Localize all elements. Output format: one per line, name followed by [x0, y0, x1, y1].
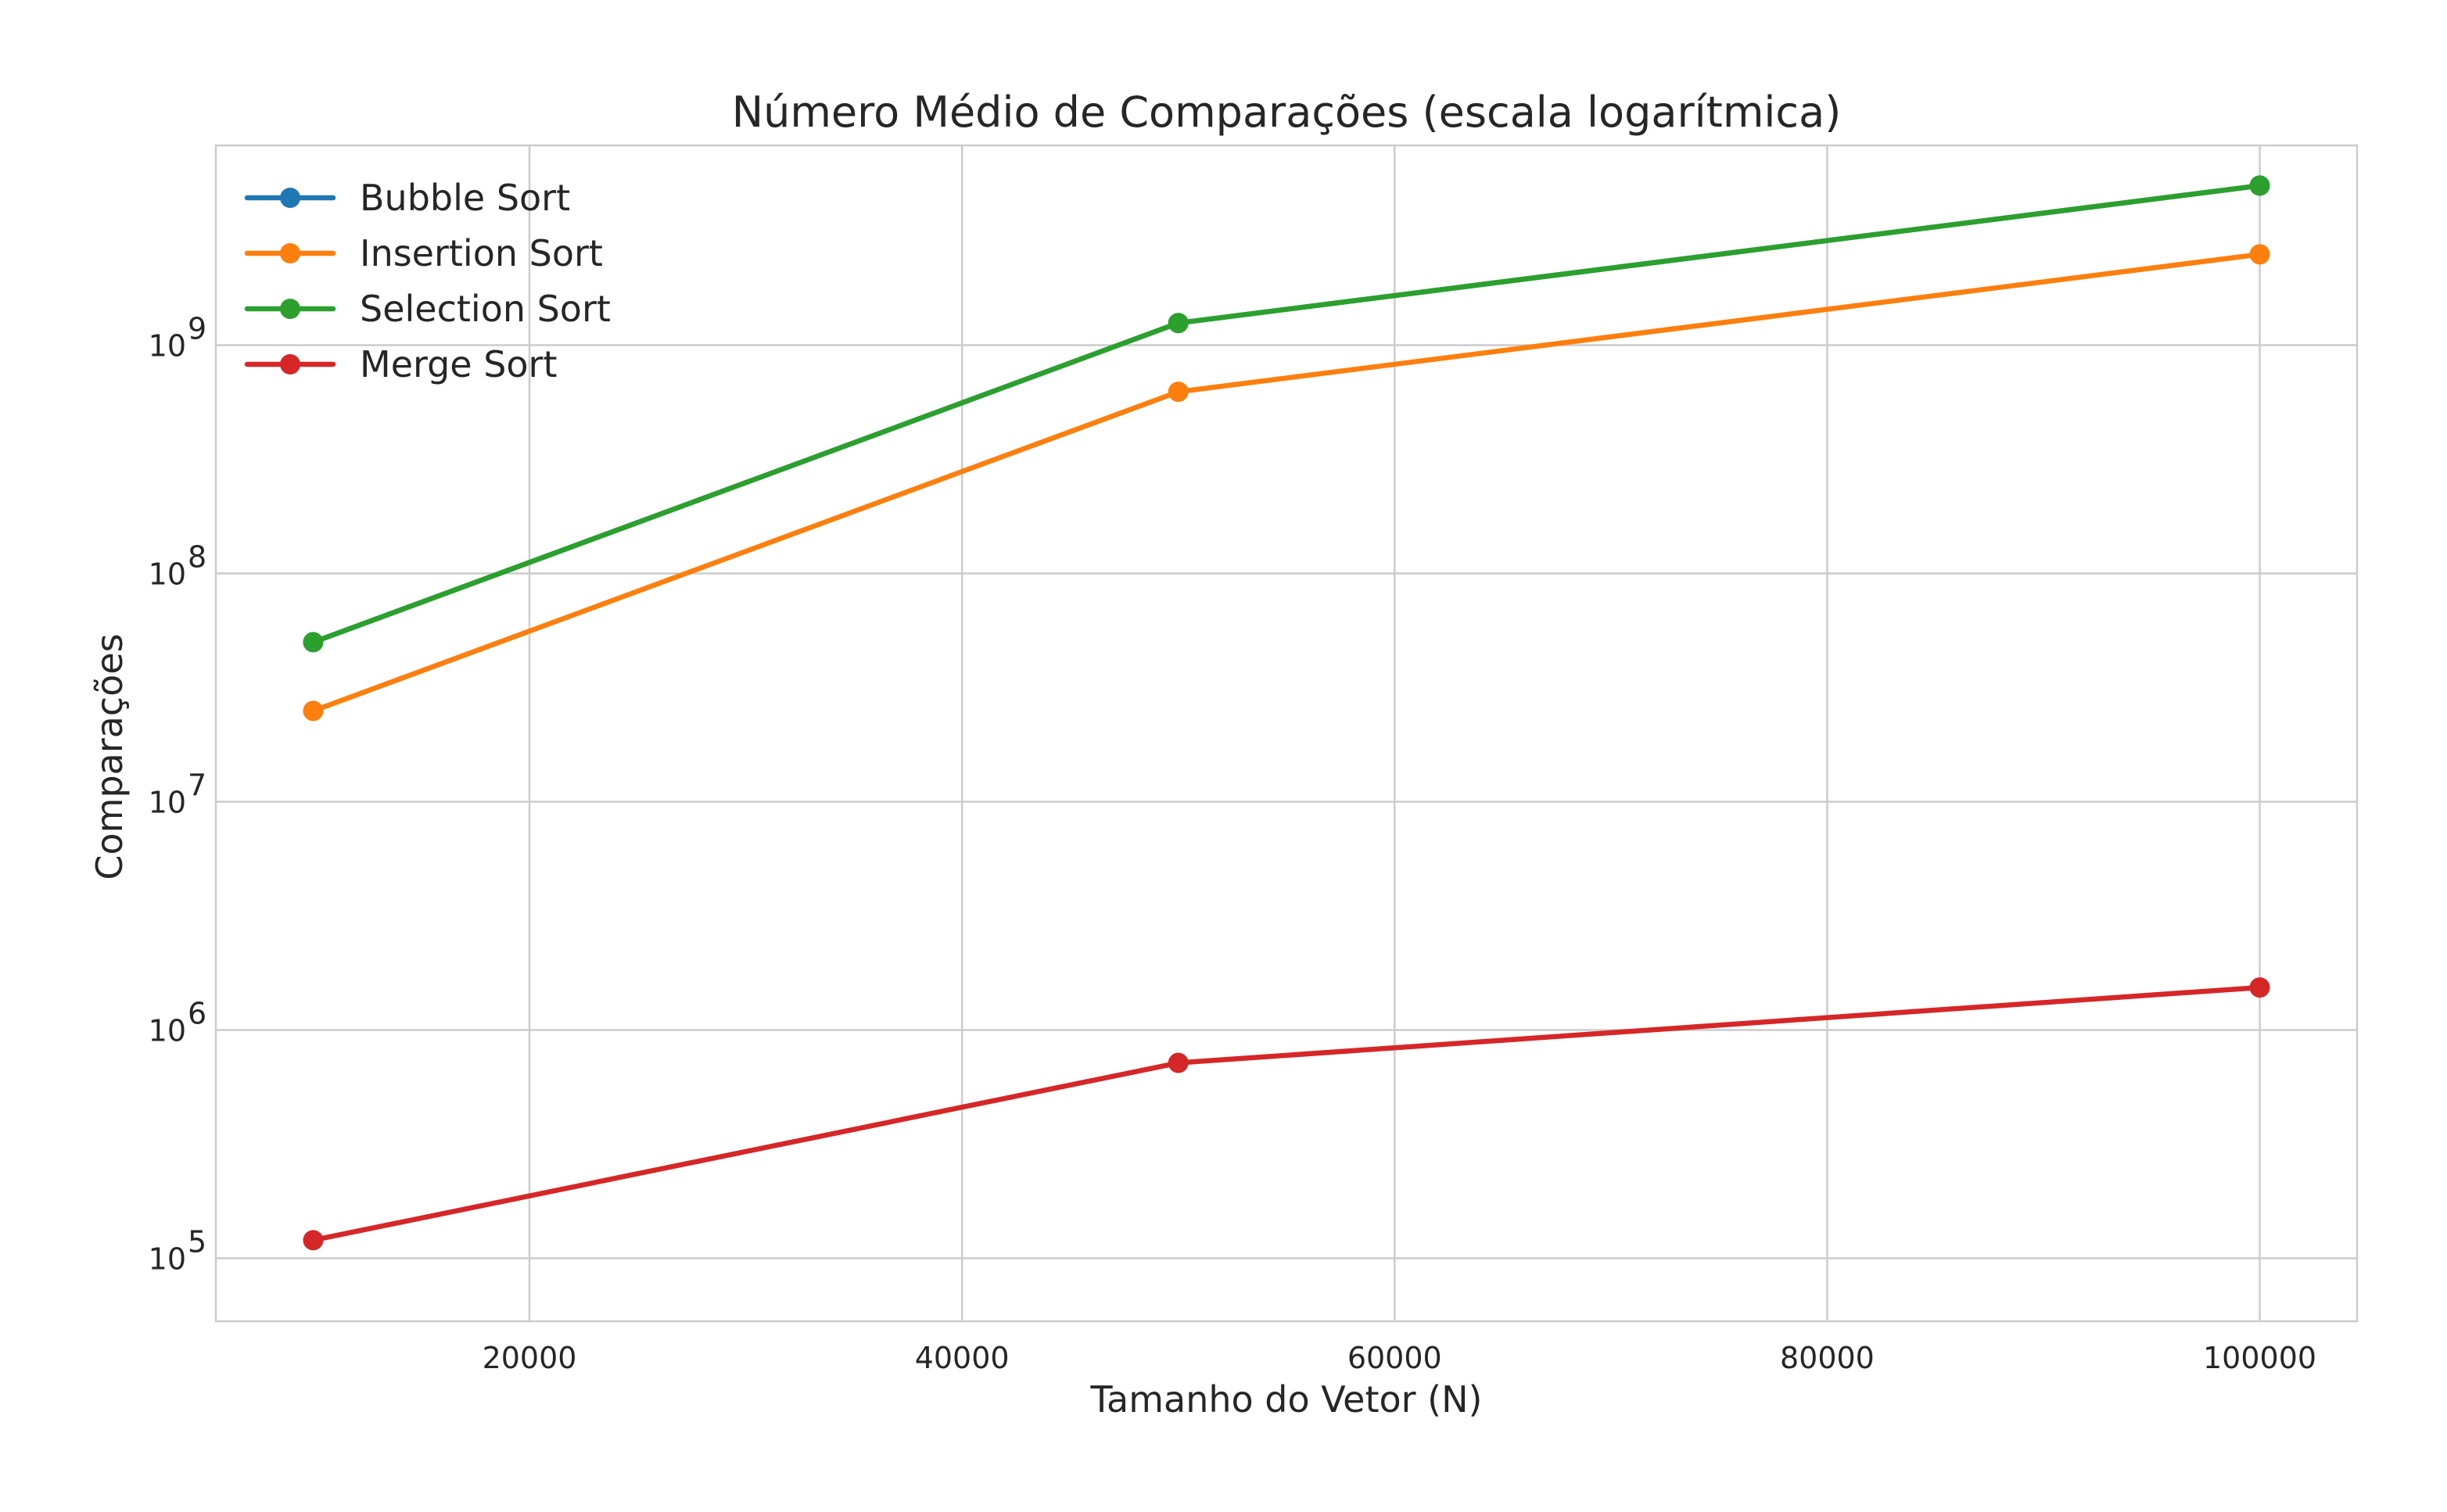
legend-item: Bubble Sort: [244, 177, 570, 219]
y-tick-base: 10: [149, 329, 186, 364]
y-tick-label: 10 6: [149, 996, 207, 1048]
series-layer: [303, 175, 2270, 1251]
y-axis-label: Comparações: [88, 633, 131, 880]
legend-item: Merge Sort: [244, 343, 558, 385]
legend: Bubble Sort Insertion Sort Selection Sort M…: [244, 177, 611, 385]
series-selection-sort: [303, 175, 2270, 653]
data-point: [2249, 244, 2270, 265]
data-point: [2249, 175, 2270, 196]
x-tick-label: 40000: [915, 1341, 1010, 1375]
data-point: [1168, 1052, 1189, 1073]
grid: [216, 145, 2357, 1321]
legend-item: Insertion Sort: [244, 232, 603, 274]
data-point: [1168, 382, 1189, 403]
y-tick-label: 10 7: [149, 769, 207, 820]
chart-title: Número Médio de Comparações (escala loga…: [732, 88, 1842, 137]
legend-label: Bubble Sort: [360, 177, 570, 219]
y-tick-base: 10: [149, 786, 186, 820]
data-point: [303, 700, 324, 722]
y-tick-exponent: 9: [188, 312, 206, 346]
series-insertion-sort: [303, 244, 2270, 722]
y-tick-base: 10: [149, 557, 186, 592]
data-point: [303, 1230, 324, 1251]
x-tick-label: 60000: [1347, 1341, 1442, 1375]
y-tick-base: 10: [149, 1013, 186, 1048]
x-axis-label: Tamanho do Vetor (N): [1090, 1378, 1483, 1421]
y-tick-exponent: 8: [188, 540, 206, 575]
legend-swatch-marker: [280, 188, 300, 208]
y-tick-exponent: 6: [188, 996, 206, 1030]
y-tick-label: 10 8: [149, 540, 207, 592]
legend-label: Merge Sort: [360, 343, 558, 385]
plot-area-frame: [214, 144, 2359, 1323]
x-tick-label: 20000: [483, 1341, 577, 1375]
y-tick-base: 10: [149, 1241, 186, 1276]
y-tick-exponent: 7: [188, 769, 206, 803]
legend-label: Insertion Sort: [360, 232, 603, 274]
x-tick-label: 80000: [1780, 1341, 1875, 1375]
data-point: [303, 632, 324, 653]
legend-swatch-marker: [280, 243, 300, 263]
y-tick-exponent: 5: [188, 1224, 206, 1259]
legend-label: Selection Sort: [360, 288, 611, 330]
data-point: [1168, 313, 1189, 334]
legend-item: Selection Sort: [244, 288, 611, 330]
x-tick-label: 100000: [2203, 1341, 2316, 1375]
y-tick-label: 10 9: [149, 312, 207, 364]
y-tick-label: 10 5: [149, 1224, 207, 1276]
series-merge-sort: [303, 977, 2270, 1251]
legend-swatch-marker: [280, 354, 300, 374]
data-point: [2249, 977, 2270, 998]
legend-swatch-marker: [280, 299, 300, 319]
